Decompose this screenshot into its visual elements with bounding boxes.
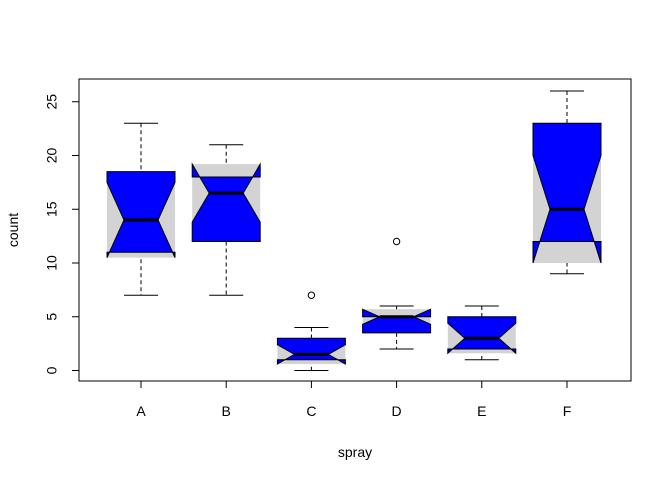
- outlier-point: [307, 291, 316, 299]
- y-tick-label: 5: [44, 313, 60, 321]
- box-B: [191, 144, 261, 296]
- box-F: [532, 90, 602, 275]
- notched-box: [191, 162, 261, 242]
- x-tick-label: A: [136, 403, 146, 419]
- x-tick-label: D: [392, 403, 402, 419]
- notched-box: [276, 337, 346, 365]
- x-tick-label: E: [477, 403, 486, 419]
- x-tick-label: C: [306, 403, 316, 419]
- x-tick-label: F: [563, 403, 572, 419]
- y-tick-label: 20: [44, 148, 60, 164]
- notched-box: [106, 171, 176, 258]
- x-axis: A B C D E F: [136, 380, 572, 419]
- y-tick-label: 15: [44, 201, 60, 217]
- x-tick-label: B: [222, 403, 231, 419]
- outlier-point: [392, 237, 401, 246]
- y-tick-label: 25: [44, 94, 60, 110]
- y-tick-label: 0: [44, 366, 60, 374]
- box-A: [106, 122, 176, 296]
- y-axis: 0 5 10 15 20 25: [44, 94, 80, 374]
- notched-box: [447, 316, 517, 355]
- box-D: [362, 237, 432, 350]
- box-E: [447, 305, 517, 361]
- box-group: [106, 90, 602, 371]
- box-C: [276, 291, 346, 371]
- x-axis-title: spray: [338, 444, 372, 460]
- y-tick-label: 10: [44, 255, 60, 271]
- notched-box: [362, 308, 432, 334]
- notched-box: [532, 122, 602, 264]
- y-axis-title: count: [5, 213, 21, 247]
